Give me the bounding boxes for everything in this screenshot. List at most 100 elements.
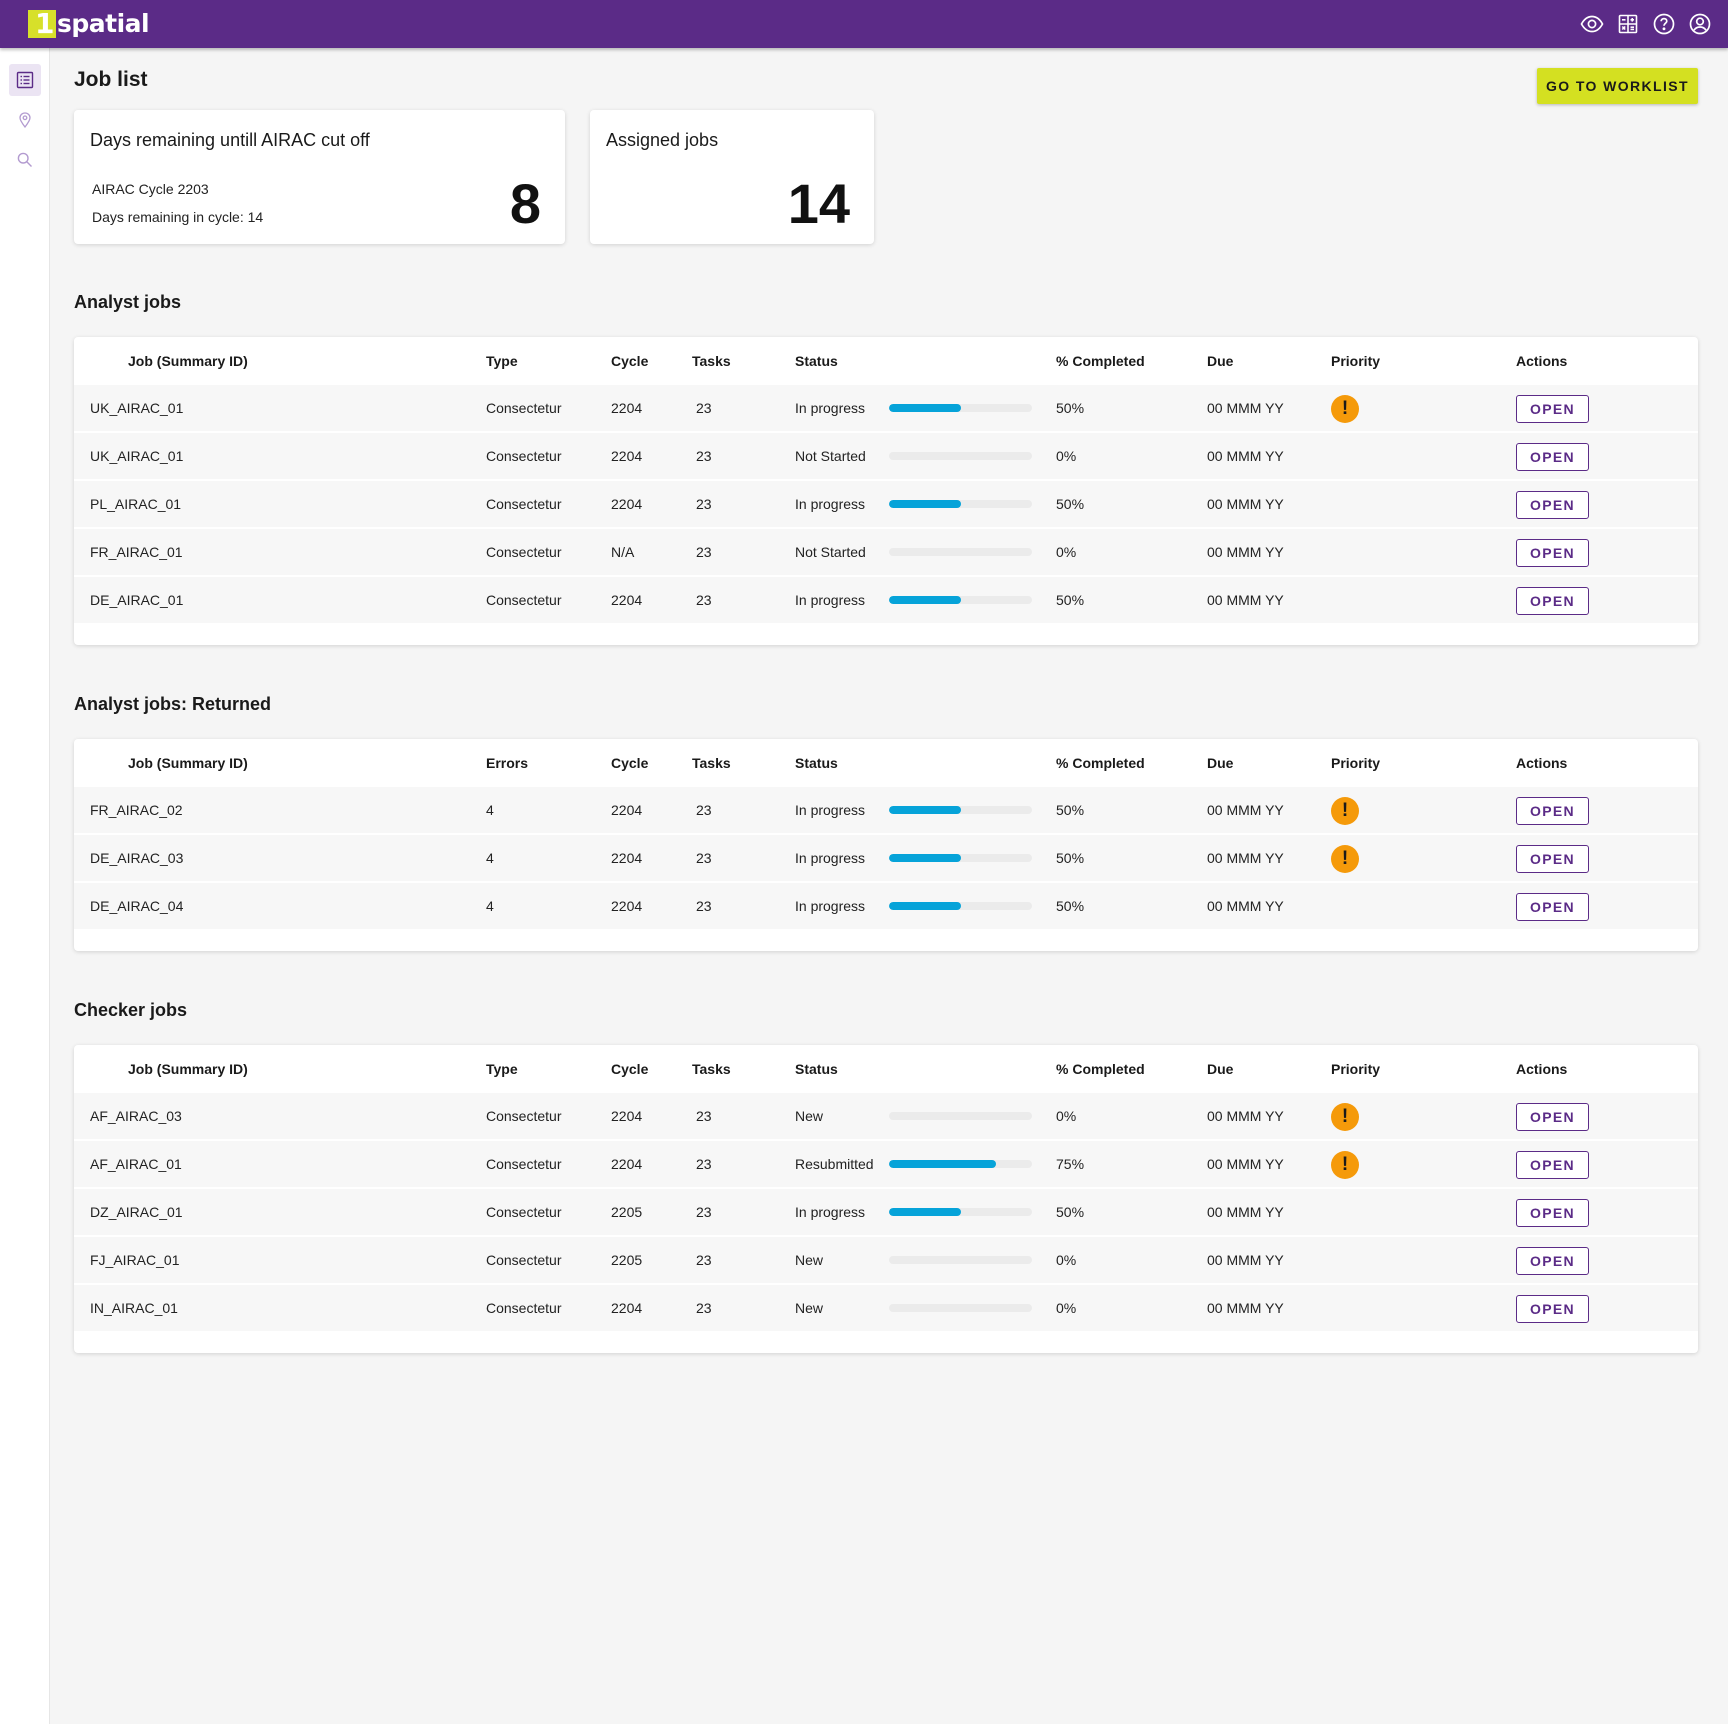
open-job-button[interactable]: OPEN: [1516, 1103, 1589, 1131]
nav-search[interactable]: [9, 144, 41, 176]
col-header-completed: % Completed: [1056, 353, 1145, 369]
account-icon[interactable]: [1688, 12, 1712, 36]
percent-completed: 0%: [1056, 1252, 1077, 1268]
progress-bar: [889, 1160, 1032, 1168]
percent-completed: 0%: [1056, 1108, 1077, 1124]
table-header-row: Job (Summary ID) Type Cycle Tasks Status % Co…: [74, 337, 1698, 385]
job-cycle: 2204: [611, 1156, 643, 1172]
due-date: 00 MMM YY: [1207, 898, 1284, 914]
col-header-priority: Priority: [1331, 755, 1381, 771]
due-date: 00 MMM YY: [1207, 448, 1284, 464]
job-id: DE_AIRAC_03: [90, 850, 184, 866]
job-cycle: 2204: [611, 448, 643, 464]
table-row: FR_AIRAC_01 Consectetur N/A 23 Not Started 0%…: [74, 529, 1698, 577]
open-job-button[interactable]: OPEN: [1516, 797, 1589, 825]
table-row: IN_AIRAC_01 Consectetur 2204 23 New 0% 00 MMM …: [74, 1285, 1698, 1333]
airac-cutoff-card: Days remaining untill AIRAC cut off AIRA…: [74, 110, 565, 244]
analyst-returned-table: Job (Summary ID) Errors Cycle Tasks Status % …: [74, 739, 1698, 951]
open-job-button[interactable]: OPEN: [1516, 443, 1589, 471]
job-id: DE_AIRAC_01: [90, 592, 184, 608]
progress-bar-fill: [889, 404, 961, 412]
card-title: Assigned jobs: [606, 130, 719, 150]
assigned-jobs-value: 14: [787, 172, 850, 235]
progress-bar: [889, 452, 1032, 460]
days-until-cutoff-value: 8: [509, 172, 541, 235]
progress-bar-fill: [889, 1160, 997, 1168]
priority-glyph: !: [1341, 1154, 1349, 1175]
open-job-button[interactable]: OPEN: [1516, 587, 1589, 615]
go-to-worklist-button[interactable]: GO TO WORKLIST: [1537, 68, 1698, 104]
table-row: DE_AIRAC_03 4 2204 23 In progress 50% 00 MMM Y…: [74, 835, 1698, 883]
job-id: IN_AIRAC_01: [90, 1300, 178, 1316]
days-remaining-label: Days remaining in cycle: 14: [92, 209, 264, 225]
app-logo[interactable]: spatial: [28, 7, 150, 41]
job-tasks: 23: [696, 802, 712, 818]
col-header-job: Job (Summary ID): [128, 1061, 248, 1077]
job-type: 4: [486, 850, 494, 866]
percent-completed: 0%: [1056, 544, 1077, 560]
job-status: Not Started: [795, 544, 866, 560]
job-tasks: 23: [696, 1156, 712, 1172]
airac-cycle-label: AIRAC Cycle 2203: [92, 181, 209, 197]
job-tasks: 23: [696, 592, 712, 608]
job-cycle: 2205: [611, 1252, 643, 1268]
progress-bar: [889, 404, 1032, 412]
job-id: PL_AIRAC_01: [90, 496, 182, 512]
col-header-actions: Actions: [1516, 353, 1568, 369]
job-tasks: 23: [696, 1300, 712, 1316]
job-tasks: 23: [696, 400, 712, 416]
table-row: DE_AIRAC_01 Consectetur 2204 23 In progress 5…: [74, 577, 1698, 625]
open-job-button[interactable]: OPEN: [1516, 491, 1589, 519]
percent-completed: 0%: [1056, 1300, 1077, 1316]
job-cycle: 2204: [611, 400, 643, 416]
nav-map[interactable]: [9, 104, 41, 136]
job-id: DZ_AIRAC_01: [90, 1204, 183, 1220]
due-date: 00 MMM YY: [1207, 1108, 1284, 1124]
job-cycle: 2204: [611, 1108, 643, 1124]
logo-mark: [28, 7, 56, 41]
col-header-status: Status: [795, 353, 838, 369]
nav-job-list[interactable]: [9, 64, 41, 96]
col-header-due: Due: [1207, 755, 1234, 771]
list-icon: [16, 71, 34, 89]
open-job-button[interactable]: OPEN: [1516, 845, 1589, 873]
priority-glyph: !: [1341, 398, 1349, 419]
open-job-button[interactable]: OPEN: [1516, 1151, 1589, 1179]
open-job-button[interactable]: OPEN: [1516, 893, 1589, 921]
progress-bar: [889, 854, 1032, 862]
table-row: AF_AIRAC_03 Consectetur 2204 23 New 0% 00 MMM …: [74, 1093, 1698, 1141]
job-cycle: 2204: [611, 898, 643, 914]
page-title: Job list: [74, 68, 148, 91]
job-type: Consectetur: [486, 1252, 562, 1268]
percent-completed: 50%: [1056, 802, 1085, 818]
open-job-button[interactable]: OPEN: [1516, 539, 1589, 567]
percent-completed: 50%: [1056, 496, 1085, 512]
job-status: Resubmitted: [795, 1156, 874, 1172]
job-status: In progress: [795, 850, 866, 866]
job-type: Consectetur: [486, 448, 562, 464]
col-header-type: Type: [486, 353, 518, 369]
job-type: Consectetur: [486, 1156, 562, 1172]
col-header-priority: Priority: [1331, 1061, 1381, 1077]
col-header-cycle: Cycle: [611, 353, 649, 369]
priority-alert-icon: !: [1331, 1103, 1359, 1131]
col-header-due: Due: [1207, 1061, 1234, 1077]
job-status: In progress: [795, 592, 866, 608]
col-header-cycle: Cycle: [611, 1061, 649, 1077]
priority-alert-icon: !: [1331, 1151, 1359, 1179]
calculator-icon[interactable]: [1616, 12, 1640, 36]
open-job-button[interactable]: OPEN: [1516, 1295, 1589, 1323]
open-job-button[interactable]: OPEN: [1516, 395, 1589, 423]
table-row: AF_AIRAC_01 Consectetur 2204 23 Resubmitted 7…: [74, 1141, 1698, 1189]
progress-bar: [889, 1304, 1032, 1312]
job-id: UK_AIRAC_01: [90, 448, 184, 464]
eye-icon[interactable]: [1580, 12, 1604, 36]
job-cycle: 2204: [611, 802, 643, 818]
priority-glyph: !: [1341, 1106, 1349, 1127]
progress-bar-fill: [889, 902, 961, 910]
open-job-button[interactable]: OPEN: [1516, 1247, 1589, 1275]
open-job-button[interactable]: OPEN: [1516, 1199, 1589, 1227]
priority-alert-icon: !: [1331, 845, 1359, 873]
help-icon[interactable]: [1652, 12, 1676, 36]
progress-bar: [889, 1256, 1032, 1264]
